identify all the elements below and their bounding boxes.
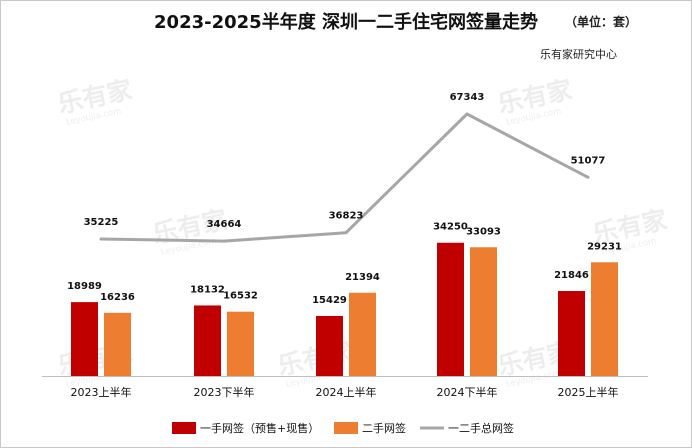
legend-label-total: 一二手总网签 bbox=[448, 421, 514, 435]
total-point bbox=[99, 237, 103, 241]
bar-value-label: 15429 bbox=[312, 295, 347, 306]
total-value-label: 51077 bbox=[571, 155, 606, 166]
x-tick-label: 2024上半年 bbox=[316, 385, 377, 399]
total-point bbox=[586, 175, 590, 179]
total-value-label: 36823 bbox=[329, 211, 364, 222]
bar-value-label: 21846 bbox=[554, 270, 589, 281]
bar-first-hand bbox=[71, 302, 98, 376]
bar-value-label: 18132 bbox=[190, 284, 225, 295]
x-tick-label: 2023上半年 bbox=[71, 385, 132, 399]
total-point bbox=[222, 239, 226, 243]
x-tick-label: 2023下半年 bbox=[194, 385, 255, 399]
bar-value-label: 21394 bbox=[345, 272, 380, 283]
legend-label-first-hand: 一手网签（预售+现售） bbox=[200, 421, 319, 435]
bar-first-hand bbox=[194, 305, 221, 376]
bar-value-label: 33093 bbox=[466, 226, 501, 237]
bar-second-hand bbox=[591, 262, 618, 376]
legend: 一手网签（预售+现售） 二手网签 一二手总网签 bbox=[172, 421, 514, 435]
bar-value-label: 18989 bbox=[67, 281, 102, 292]
bar-second-hand bbox=[104, 312, 131, 376]
total-value-label: 35225 bbox=[84, 217, 119, 228]
legend-label-second-hand: 二手网签 bbox=[362, 421, 406, 435]
bar-value-label: 16532 bbox=[223, 291, 258, 302]
bar-second-hand bbox=[349, 292, 376, 376]
total-value-label: 34664 bbox=[207, 219, 242, 230]
source-label: 乐有家研究中心 bbox=[540, 48, 617, 61]
legend-swatch-second-hand bbox=[334, 422, 358, 434]
bar-second-hand bbox=[227, 311, 254, 376]
bar-first-hand bbox=[316, 315, 343, 376]
x-tick-label: 2024下半年 bbox=[437, 385, 498, 399]
bar-value-label: 29231 bbox=[587, 241, 622, 252]
unit-label: （单位：套） bbox=[565, 15, 638, 29]
legend-swatch-first-hand bbox=[172, 422, 196, 434]
bar-value-label: 16236 bbox=[100, 292, 135, 303]
x-tick-label: 2025上半年 bbox=[558, 385, 619, 399]
bar-value-label: 34250 bbox=[433, 222, 468, 233]
bar-second-hand bbox=[470, 247, 497, 376]
bar-first-hand bbox=[558, 291, 585, 376]
total-point bbox=[465, 112, 469, 116]
total-point bbox=[344, 231, 348, 235]
bar-first-hand bbox=[437, 242, 464, 376]
chart-title: 2023-2025半年度 深圳一二手住宅网签量走势 bbox=[154, 12, 538, 33]
total-value-label: 67343 bbox=[450, 92, 485, 103]
